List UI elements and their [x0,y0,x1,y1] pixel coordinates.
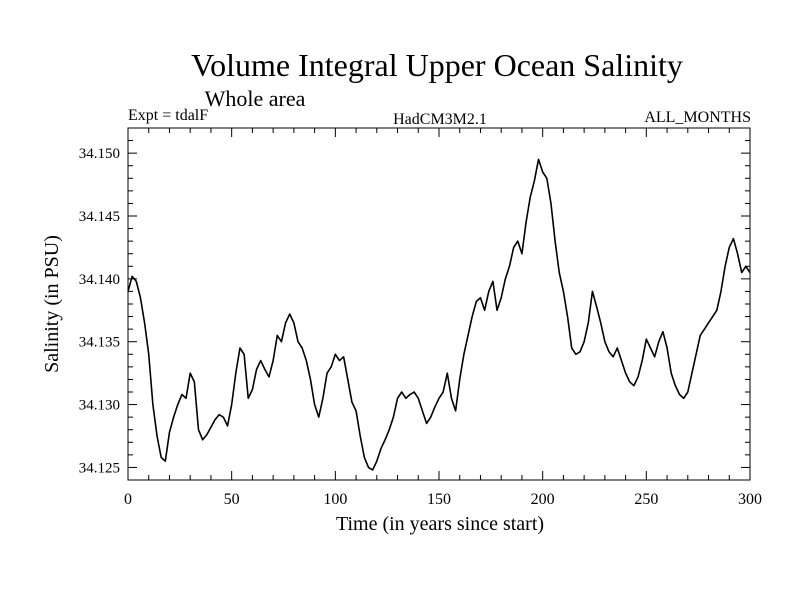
y-tick-labels: 34.125 34.130 34.135 34.140 34.145 34.150 [79,146,120,476]
x-tick-label: 250 [634,491,658,508]
axis-ticks [127,127,751,481]
salinity-series-line [127,158,751,471]
x-tick-label: 300 [738,491,762,508]
y-tick-label: 34.150 [79,146,120,162]
y-tick-label: 34.145 [79,209,120,225]
x-tick-label: 50 [224,491,240,508]
x-axis-label: Time (in years since start) [336,513,544,535]
chart-subtitle: Whole area [205,86,306,111]
header-right-label: ALL_MONTHS [644,109,751,126]
x-tick-label: 0 [124,491,132,508]
header-left-label: Expt = tdalF [128,107,208,124]
y-tick-label: 34.135 [79,335,120,351]
y-axis-label: Salinity (in PSU) [41,235,63,373]
chart-title: Volume Integral Upper Ocean Salinity [191,47,683,83]
x-tick-labels: 0 50 100 150 200 250 300 [124,491,762,508]
plot-frame [127,127,751,481]
y-tick-label: 34.140 [79,272,120,288]
y-tick-label: 34.130 [79,398,120,414]
y-tick-label: 34.125 [79,460,120,476]
header-center-label: HadCM3M2.1 [393,111,487,128]
x-tick-label: 200 [531,491,555,508]
x-tick-label: 100 [323,491,347,508]
x-tick-label: 150 [427,491,451,508]
